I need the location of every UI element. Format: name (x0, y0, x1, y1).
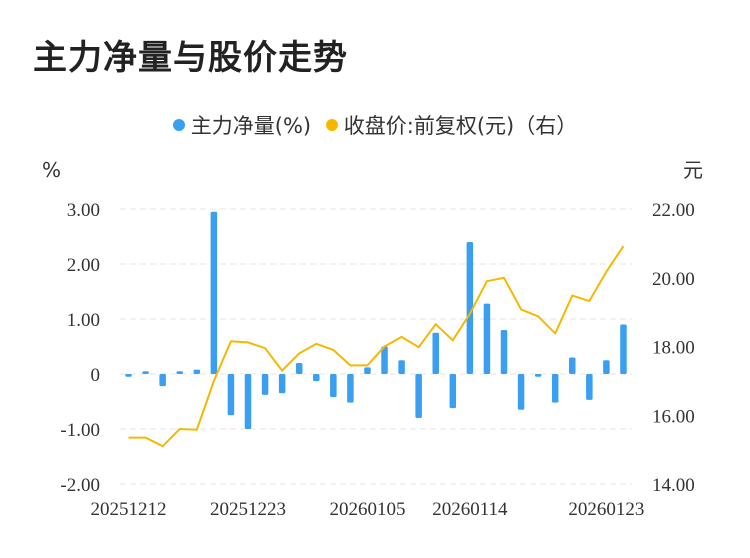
y-right-tick-label: 18.00 (652, 338, 695, 359)
net-flow-bar[interactable] (261, 374, 269, 395)
net-flow-bar[interactable] (569, 357, 576, 375)
net-flow-bar[interactable] (398, 360, 405, 374)
net-flow-bar[interactable] (603, 360, 610, 374)
net-flow-bar[interactable] (125, 374, 132, 377)
x-tick-label: 20251212 (91, 499, 167, 520)
net-flow-bar[interactable] (551, 374, 559, 403)
y-left-axis: 3.00 2.00 1.00 0 -1.00 -2.00 (60, 200, 100, 496)
net-flow-bar[interactable] (313, 374, 320, 382)
legend-item-net-flow[interactable]: 主力净量(%) (172, 110, 312, 140)
chart-title: 主力净量与股价走势 (33, 38, 348, 78)
net-flow-bar[interactable] (415, 374, 422, 418)
net-flow-bar[interactable] (210, 211, 218, 374)
x-tick-label: 20260114 (432, 499, 508, 520)
legend-dot-icon (172, 119, 185, 131)
y-right-unit: 元 (683, 158, 703, 182)
legend-item-close-price[interactable]: 收盘价:前复权(元)（右） (325, 110, 578, 140)
y-left-tick-label: 3.00 (67, 200, 100, 221)
y-left-tick-label: 2.00 (67, 255, 100, 276)
y-left-tick-label: -1.00 (60, 420, 100, 441)
net-flow-bar[interactable] (364, 367, 371, 374)
net-flow-bar[interactable] (449, 374, 457, 409)
net-flow-bar[interactable] (142, 371, 149, 374)
x-tick-label: 20260123 (568, 499, 644, 520)
net-flow-bar[interactable] (193, 369, 201, 374)
net-flow-bar[interactable] (244, 374, 252, 429)
chart-legend: 主力净量(%) 收盘价:前复权(元)（右） (0, 110, 750, 140)
net-flow-bar[interactable] (295, 363, 303, 374)
y-right-axis: 22.00 20.00 18.00 16.00 14.00 (652, 200, 695, 496)
y-left-unit: % (42, 158, 61, 182)
y-left-tick-label: -2.00 (60, 475, 100, 496)
legend-dot-icon (325, 119, 338, 131)
net-flow-bars (125, 211, 627, 429)
net-flow-bar[interactable] (176, 371, 183, 374)
net-flow-bar[interactable] (330, 374, 337, 398)
net-flow-bar[interactable] (347, 374, 354, 403)
legend-label: 主力净量(%) (190, 114, 312, 138)
net-flow-bar[interactable] (586, 374, 593, 400)
net-flow-bar[interactable] (483, 303, 491, 374)
x-axis: 20251212 20251223 20260105 20260114 20260123 (91, 499, 645, 520)
legend-label: 收盘价:前复权(元)（右） (343, 114, 578, 138)
y-left-tick-label: 0 (91, 365, 101, 386)
net-flow-bar[interactable] (159, 374, 166, 387)
net-flow-bar[interactable] (517, 374, 525, 410)
net-flow-bar[interactable] (500, 330, 508, 374)
net-flow-bar[interactable] (466, 242, 474, 374)
net-flow-bar[interactable] (534, 374, 542, 377)
y-right-tick-label: 16.00 (652, 406, 695, 427)
y-left-tick-label: 1.00 (67, 310, 100, 331)
net-flow-bar[interactable] (227, 374, 235, 416)
net-flow-bar[interactable] (381, 346, 388, 375)
grid-lines (120, 208, 632, 485)
close-price-line (128, 245, 625, 448)
y-right-tick-label: 20.00 (652, 269, 695, 290)
x-tick-label: 20260105 (329, 499, 405, 520)
x-tick-label: 20251223 (210, 499, 286, 520)
y-right-tick-label: 14.00 (652, 475, 695, 496)
net-flow-bar[interactable] (620, 324, 627, 375)
net-flow-bar[interactable] (432, 332, 439, 374)
net-flow-bar[interactable] (278, 374, 286, 394)
y-right-tick-label: 22.00 (652, 200, 695, 221)
